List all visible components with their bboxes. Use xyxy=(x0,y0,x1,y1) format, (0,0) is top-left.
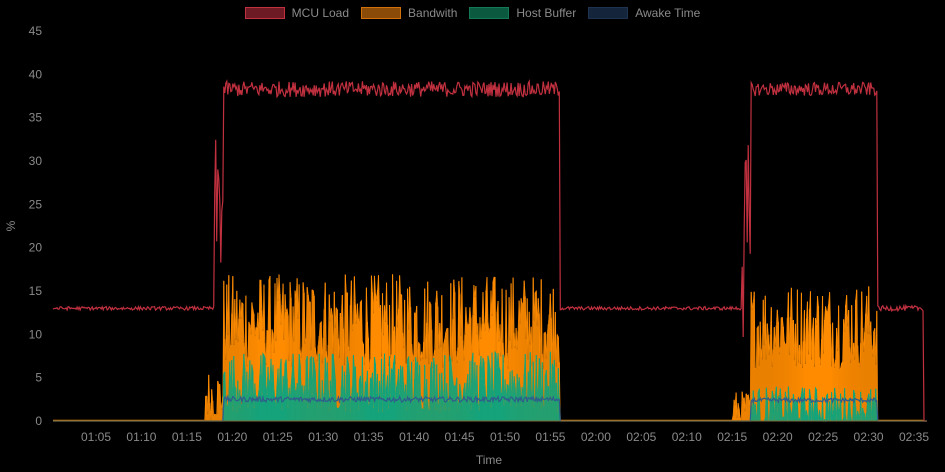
x-tick-label: 02:15 xyxy=(717,430,747,444)
chart-legend: MCU Load Bandwith Host Buffer Awake Time xyxy=(0,6,945,20)
y-tick-label: 30 xyxy=(29,154,43,168)
x-tick-label: 02:30 xyxy=(854,430,884,444)
x-tick-label: 02:10 xyxy=(672,430,702,444)
legend-swatch-host-buffer xyxy=(469,7,510,19)
x-tick-label: 01:20 xyxy=(217,430,247,444)
series-mcu-load xyxy=(52,79,927,422)
legend-item-awake-time[interactable]: Awake Time xyxy=(588,6,700,20)
x-tick-label: 01:15 xyxy=(172,430,202,444)
legend-item-bandwith[interactable]: Bandwith xyxy=(361,6,457,20)
legend-item-mcu-load[interactable]: MCU Load xyxy=(244,6,350,20)
y-tick-label: 0 xyxy=(35,414,42,428)
legend-swatch-bandwith xyxy=(361,7,402,19)
y-tick-label: 15 xyxy=(29,284,43,298)
x-tick-label: 01:10 xyxy=(126,430,156,444)
series-layer xyxy=(52,79,927,423)
y-axis-title: % xyxy=(4,220,18,231)
x-tick-label: 02:20 xyxy=(763,430,793,444)
x-tick-label: 01:30 xyxy=(308,430,338,444)
legend-label: Host Buffer xyxy=(516,6,577,20)
x-tick-label: 01:45 xyxy=(445,430,475,444)
x-tick-label: 01:35 xyxy=(354,430,384,444)
x-tick-label: 01:40 xyxy=(399,430,429,444)
y-tick-label: 45 xyxy=(29,24,43,38)
x-tick-label: 02:35 xyxy=(899,430,929,444)
x-axis-ticks: 01:05 01:10 01:15 01:20 01:25 01:30 01:35 01:40… xyxy=(81,430,929,444)
x-tick-label: 01:05 xyxy=(81,430,111,444)
x-tick-label: 02:05 xyxy=(626,430,656,444)
x-tick-label: 01:50 xyxy=(490,430,520,444)
y-tick-label: 5 xyxy=(35,371,42,385)
x-tick-label: 01:55 xyxy=(535,430,565,444)
legend-label: MCU Load xyxy=(291,6,350,20)
y-axis-ticks: 0 5 10 15 20 25 30 35 40 45 xyxy=(29,24,43,428)
x-tick-label: 01:25 xyxy=(263,430,293,444)
y-tick-label: 40 xyxy=(29,67,43,81)
legend-swatch-awake-time xyxy=(588,7,629,19)
x-axis-title: Time xyxy=(476,453,503,467)
legend-label: Bandwith xyxy=(408,6,458,20)
y-tick-label: 10 xyxy=(29,327,43,341)
x-tick-label: 02:25 xyxy=(808,430,838,444)
y-tick-label: 35 xyxy=(29,111,43,125)
legend-item-host-buffer[interactable]: Host Buffer xyxy=(469,6,576,20)
legend-swatch-mcu-load xyxy=(244,7,285,19)
x-tick-label: 02:00 xyxy=(581,430,611,444)
y-tick-label: 25 xyxy=(29,197,43,211)
y-tick-label: 20 xyxy=(29,241,43,255)
legend-label: Awake Time xyxy=(635,6,701,20)
